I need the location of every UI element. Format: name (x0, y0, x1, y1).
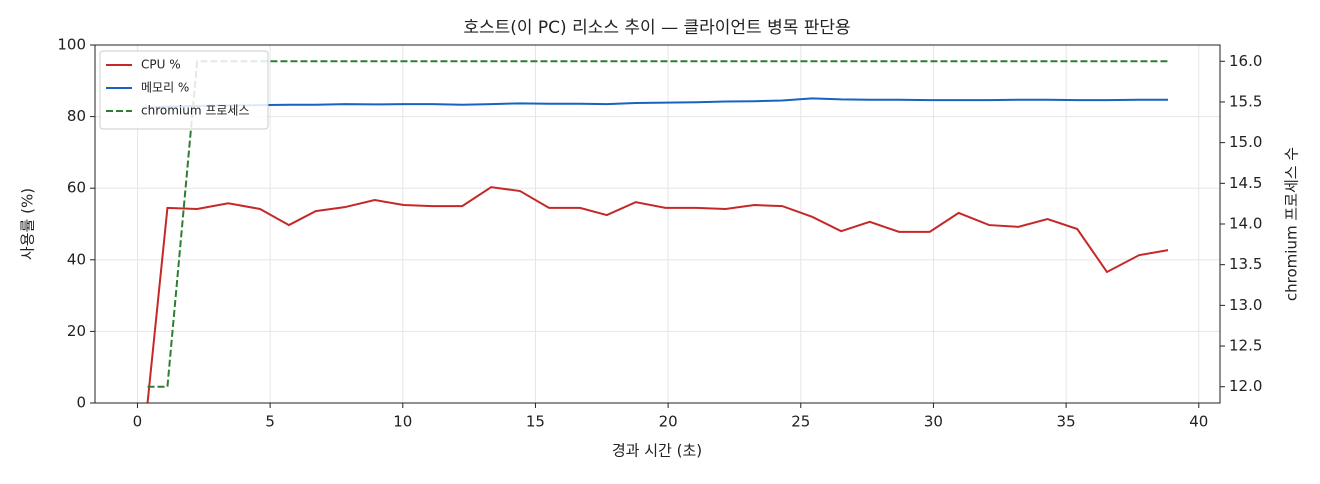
series-line (147, 97, 1168, 109)
legend-label: chromium 프로세스 (141, 104, 250, 118)
plot-frame (94, 44, 1221, 404)
y2-tick-label: 12.0 (1229, 377, 1262, 395)
y-tick-label: 100 (57, 36, 86, 54)
y2-tick-label: 15.5 (1229, 92, 1262, 110)
y2-tick-label: 14.0 (1229, 215, 1262, 233)
x-tick-label: 25 (791, 413, 810, 431)
y2-tick-label: 13.0 (1229, 296, 1262, 314)
y-tick-label: 60 (67, 179, 86, 197)
x-tick-label: 20 (659, 413, 678, 431)
y-axis-label: 사용률 (%) (19, 188, 37, 260)
y2-tick-label: 13.5 (1229, 255, 1262, 273)
x-tick-label: 10 (393, 413, 412, 431)
legend-label: 메모리 % (141, 81, 189, 95)
x-tick-label: 30 (924, 413, 943, 431)
y2-tick-label: 15.0 (1229, 133, 1262, 151)
x-tick-label: 15 (526, 413, 545, 431)
y-tick-label: 20 (67, 322, 86, 340)
x-tick-label: 35 (1057, 413, 1076, 431)
x-axis-label: 경과 시간 (초) (612, 442, 702, 460)
y2-tick-label: 14.5 (1229, 174, 1262, 192)
x-tick-label: 0 (133, 413, 143, 431)
series-line (146, 186, 1169, 404)
chart-title: 호스트(이 PC) 리소스 추이 — 클라이언트 병목 판단용 (463, 18, 850, 38)
legend-label: CPU % (141, 58, 181, 72)
y-tick-label: 40 (67, 250, 86, 268)
y2-axis-label: chromium 프로세스 수 (1283, 147, 1301, 301)
legend-box (99, 50, 269, 130)
series-line (147, 60, 1168, 388)
y2-tick-label: 16.0 (1229, 52, 1262, 70)
y-tick-label: 0 (76, 394, 86, 412)
y-tick-label: 80 (67, 107, 86, 125)
x-tick-label: 5 (265, 413, 275, 431)
x-tick-label: 40 (1189, 413, 1208, 431)
y2-tick-label: 12.5 (1229, 337, 1262, 355)
